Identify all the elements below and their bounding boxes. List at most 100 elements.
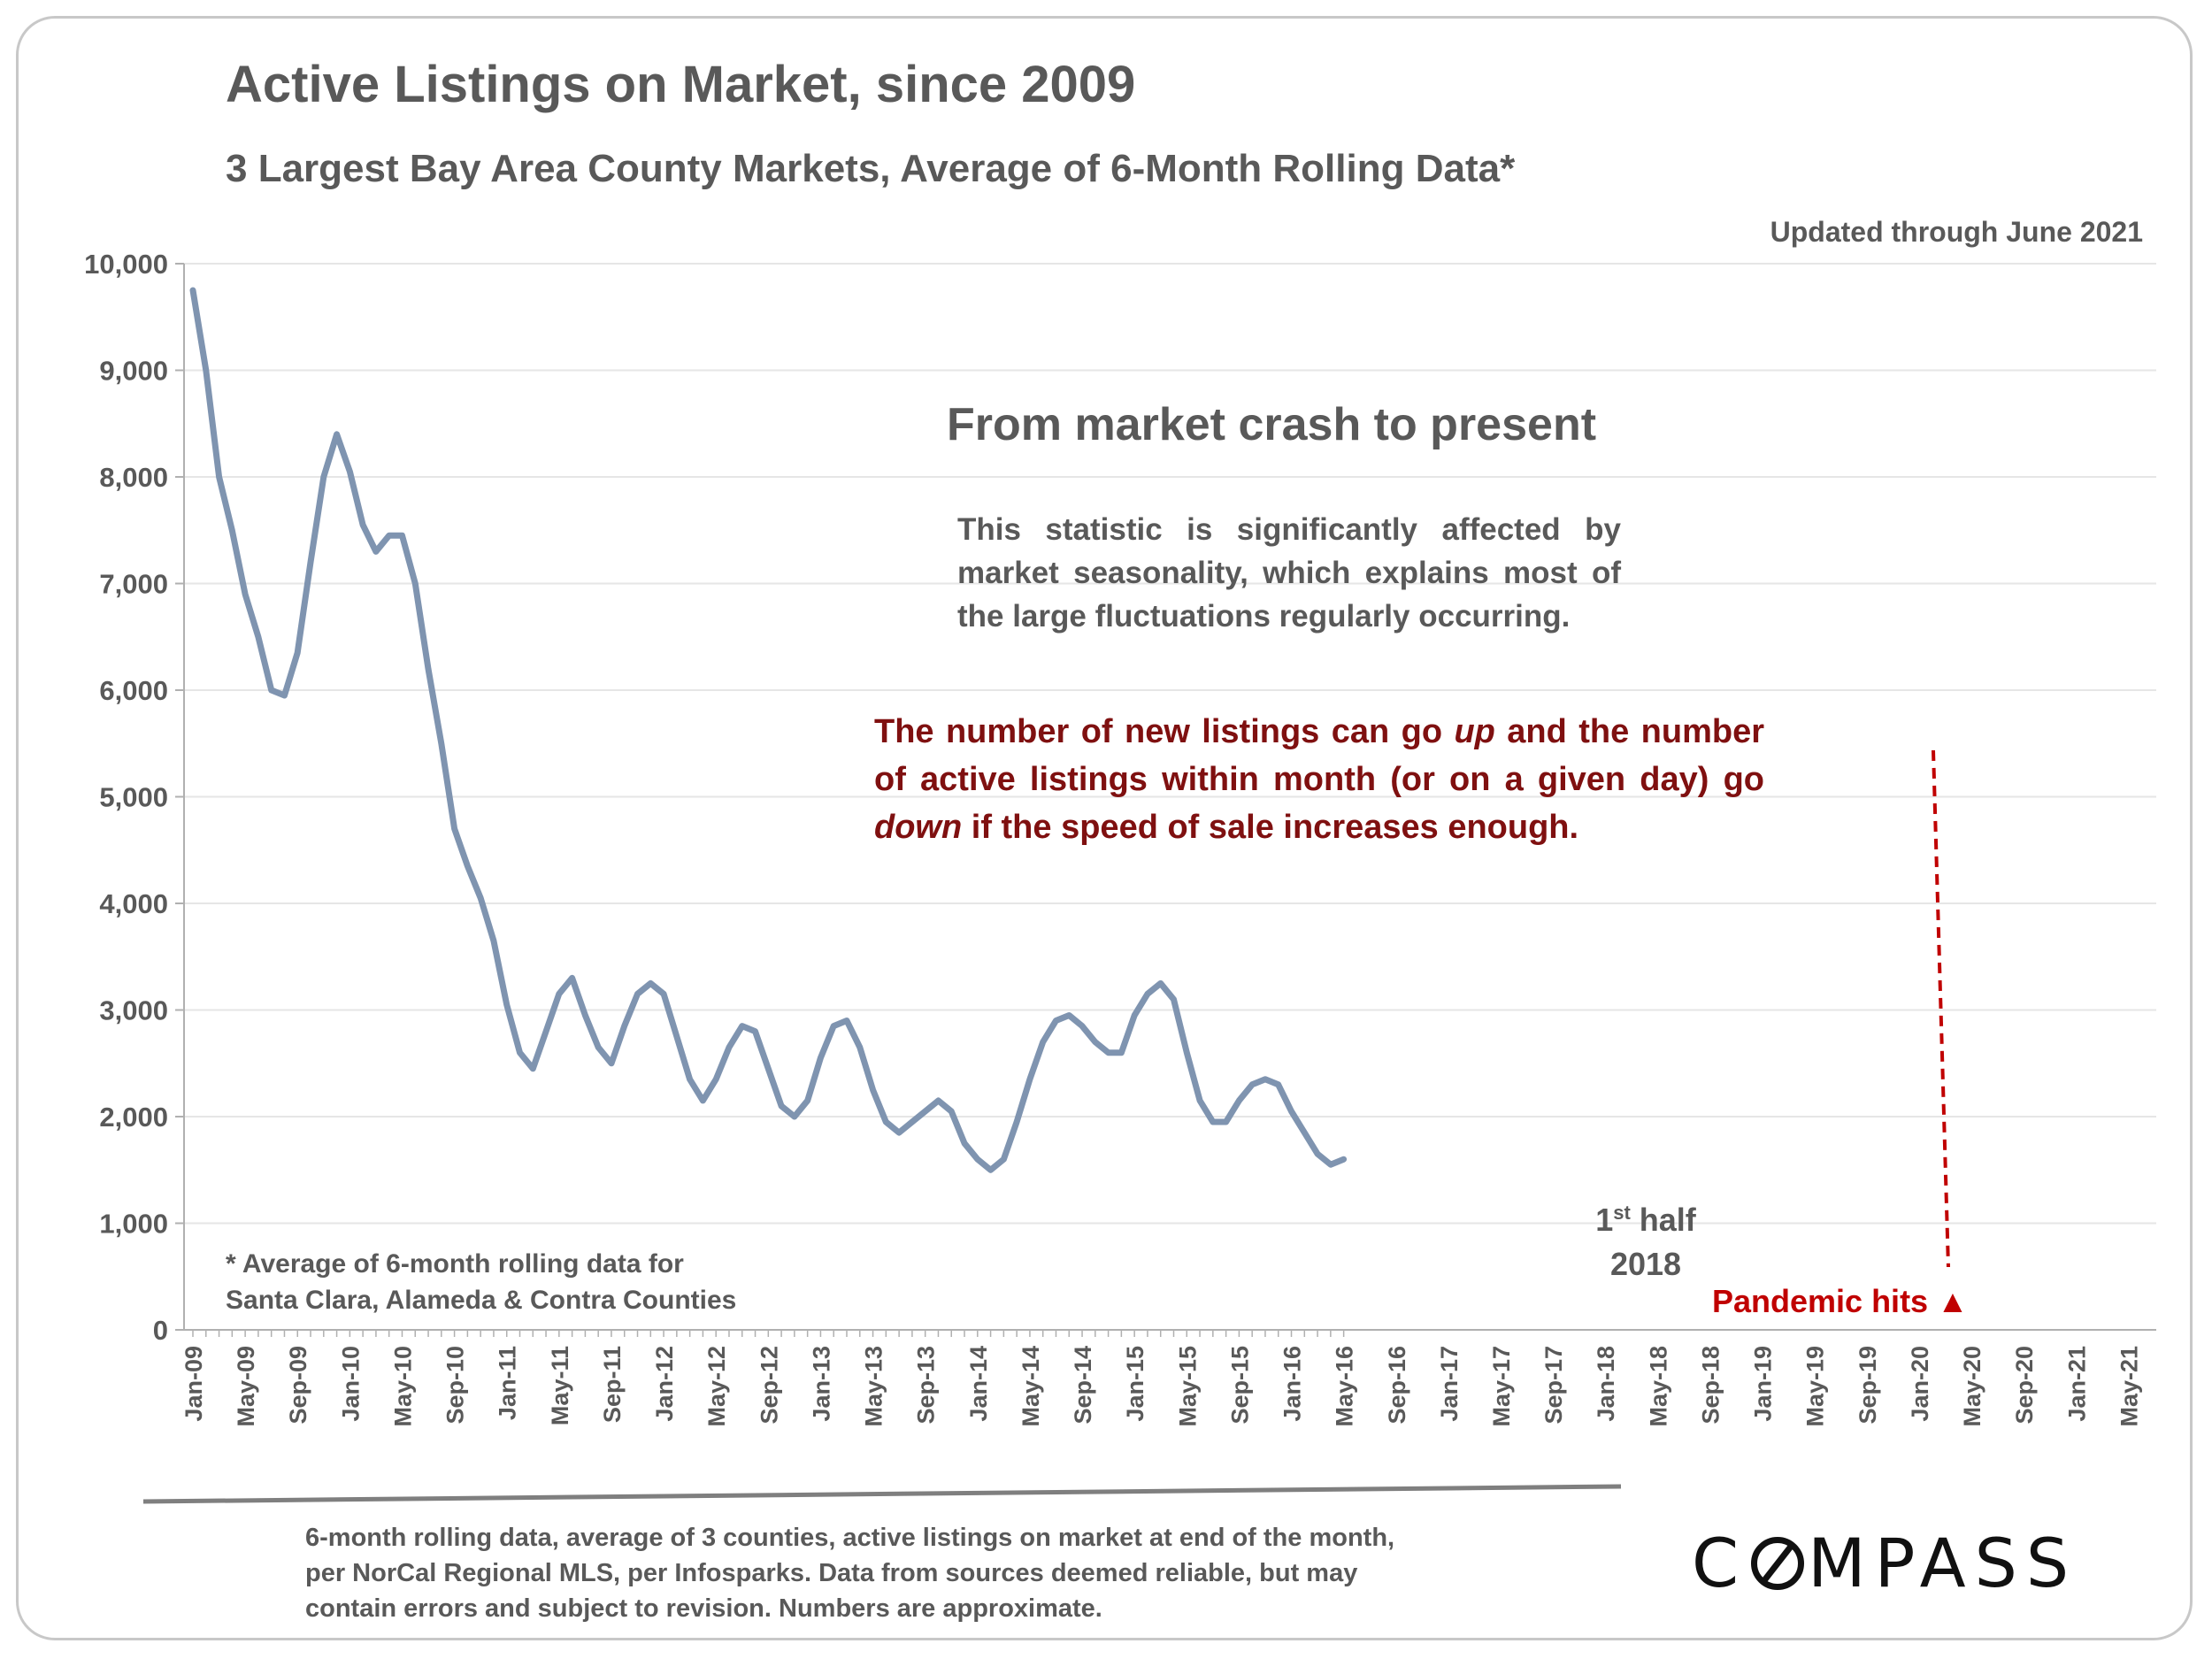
triangle-up-icon: ▲ xyxy=(1937,1283,1969,1319)
data-point xyxy=(544,1029,549,1033)
pandemic-label: Pandemic hits ▲ xyxy=(1712,1283,1969,1320)
data-point xyxy=(884,1120,888,1124)
seasonality-note: This statistic is significantly affected… xyxy=(957,512,1621,634)
data-point xyxy=(296,650,300,655)
x-tick-label: Jan-11 xyxy=(495,1346,521,1420)
data-point xyxy=(1341,1157,1346,1162)
x-tick-label: May-13 xyxy=(861,1346,887,1427)
data-point xyxy=(649,981,653,986)
chart-title: Active Listings on Market, since 2009 xyxy=(226,56,1136,113)
data-point xyxy=(1158,981,1163,986)
data-point xyxy=(766,1066,771,1071)
data-point xyxy=(191,288,195,293)
first-half-2018-label: 1st half 2018 xyxy=(1557,1191,1734,1286)
x-tick-label: May-21 xyxy=(2116,1346,2142,1427)
data-point xyxy=(818,1056,823,1060)
data-point xyxy=(1002,1157,1006,1162)
data-point xyxy=(400,534,404,538)
data-point xyxy=(439,741,443,746)
speed-note-up: up xyxy=(1454,713,1495,750)
data-point xyxy=(805,1098,810,1102)
data-point xyxy=(1185,1050,1189,1055)
data-point xyxy=(1015,1120,1019,1124)
data-point xyxy=(1119,1050,1124,1055)
speed-note-part-2: and the number of active listings within… xyxy=(874,713,1764,798)
x-tick-label: May-11 xyxy=(547,1346,573,1425)
footer-divider xyxy=(142,1484,1622,1504)
data-point xyxy=(1054,1018,1058,1023)
data-point xyxy=(832,1024,836,1028)
data-point xyxy=(1302,1131,1307,1135)
data-point xyxy=(1145,992,1149,996)
data-point xyxy=(1224,1120,1228,1124)
data-point xyxy=(1067,1013,1071,1018)
data-point xyxy=(897,1131,902,1135)
x-tick-label: May-09 xyxy=(233,1346,259,1427)
data-point xyxy=(491,939,495,943)
data-point xyxy=(1289,1110,1294,1113)
data-point xyxy=(321,475,326,479)
x-tick-label: Sep-16 xyxy=(1384,1346,1410,1425)
data-point xyxy=(662,992,666,996)
x-tick-label: May-15 xyxy=(1174,1346,1201,1427)
x-tick-label: Sep-11 xyxy=(599,1346,626,1423)
data-point xyxy=(780,1104,784,1108)
pandemic-text: Pandemic hits xyxy=(1712,1283,1929,1319)
data-point xyxy=(596,1045,601,1049)
x-tick-label: May-12 xyxy=(703,1346,730,1427)
compass-logo: C MPASS xyxy=(1692,1524,2078,1602)
data-point xyxy=(583,1013,588,1018)
speed-note-part-3: if the speed of sale increases enough. xyxy=(962,809,1579,846)
y-tick-label: 3,000 xyxy=(99,995,168,1026)
footnote: * Average of 6-month rolling data for Sa… xyxy=(226,1249,737,1315)
data-point xyxy=(1093,1040,1097,1044)
y-tick-label: 2,000 xyxy=(99,1102,168,1133)
speed-of-sale-note: The number of new listings can go up and… xyxy=(874,708,1764,851)
data-point xyxy=(1080,1024,1084,1028)
x-tick-label: Jan-18 xyxy=(1593,1346,1619,1422)
data-point xyxy=(504,1002,509,1007)
data-point xyxy=(531,1066,535,1071)
data-point xyxy=(857,1045,862,1049)
data-point xyxy=(727,1045,731,1049)
x-tick-label: Jan-17 xyxy=(1436,1346,1463,1422)
data-point xyxy=(1276,1082,1280,1087)
logo-letter-c: C xyxy=(1692,1524,1748,1602)
data-point xyxy=(963,1141,966,1146)
data-point xyxy=(610,1061,613,1065)
data-point xyxy=(413,581,418,586)
data-point xyxy=(230,528,234,533)
x-tick-label: May-17 xyxy=(1488,1346,1515,1427)
data-point xyxy=(465,864,470,868)
x-tick-label: Jan-19 xyxy=(1750,1346,1777,1422)
data-point xyxy=(1250,1082,1255,1087)
data-point xyxy=(845,1018,849,1023)
y-tick-label: 8,000 xyxy=(99,462,168,493)
x-tick-label: Sep-12 xyxy=(756,1346,782,1425)
y-tick-label: 9,000 xyxy=(99,356,168,387)
logo-letters-rest: MPASS xyxy=(1808,1524,2078,1602)
data-point xyxy=(1210,1120,1215,1124)
data-point xyxy=(792,1115,796,1118)
data-point xyxy=(687,1077,692,1081)
x-tick-label: Sep-18 xyxy=(1697,1346,1724,1425)
data-point xyxy=(622,1024,626,1028)
data-point xyxy=(740,1024,744,1028)
speed-note-down: down xyxy=(874,809,963,846)
x-tick-label: Jan-10 xyxy=(337,1346,364,1422)
data-point xyxy=(714,1077,718,1081)
data-point xyxy=(871,1087,875,1092)
y-tick-label: 5,000 xyxy=(99,782,168,813)
data-point xyxy=(1198,1098,1202,1102)
x-tick-label: Jan-15 xyxy=(1122,1346,1148,1422)
data-point xyxy=(949,1110,954,1113)
data-point xyxy=(426,666,430,671)
data-point xyxy=(373,549,378,554)
data-point xyxy=(269,688,273,692)
first-half-word: half xyxy=(1630,1202,1696,1238)
x-tick-label: Jan-12 xyxy=(651,1346,678,1422)
x-tick-label: Jan-14 xyxy=(965,1346,992,1422)
data-point xyxy=(282,694,287,697)
x-tick-label: Sep-20 xyxy=(2011,1346,2038,1425)
